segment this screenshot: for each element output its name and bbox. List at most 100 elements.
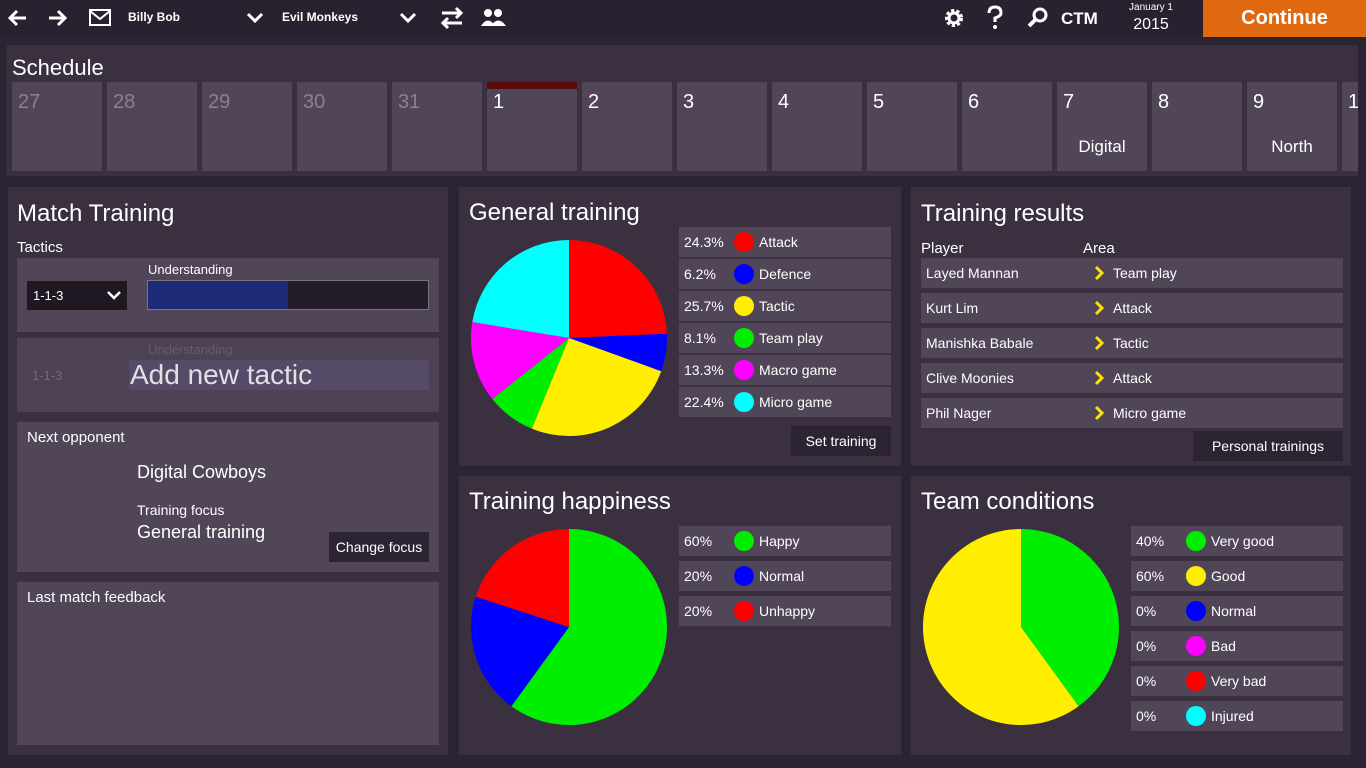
- new-understanding-label: Understanding: [148, 342, 233, 357]
- tactic-box: 1-1-3 Understanding: [17, 258, 439, 332]
- team-conditions-panel: Team conditions 40% Very good 60% Good 0% Nor…: [911, 476, 1351, 755]
- legend-row: 0% Very bad: [1131, 666, 1343, 696]
- legend-row: 6.2% Defence: [679, 259, 891, 289]
- team-name[interactable]: Evil Monkeys: [282, 10, 359, 24]
- legend-value: 22.4%: [684, 394, 724, 410]
- day-number: 29: [208, 91, 231, 113]
- mail-icon[interactable]: [89, 9, 113, 27]
- pie-slice: [531, 338, 662, 436]
- legend-value: 60%: [684, 533, 713, 549]
- legend-label: Macro game: [759, 362, 837, 378]
- legend-swatch: [734, 601, 754, 621]
- swap-icon[interactable]: [439, 5, 465, 31]
- legend-row: 0% Bad: [1131, 631, 1343, 661]
- pie-slice: [492, 338, 569, 429]
- pie-chart: [471, 529, 667, 725]
- ctm-button[interactable]: CTM: [1061, 9, 1098, 28]
- change-focus-button[interactable]: Change focus: [329, 532, 429, 562]
- legend-row: 20% Normal: [679, 561, 891, 591]
- legend-swatch: [734, 392, 754, 412]
- legend-label: Normal: [759, 568, 805, 584]
- personal-trainings-button[interactable]: Personal trainings: [1193, 431, 1343, 461]
- match-training-panel: Match Training Tactics 1-1-3 Understandi…: [8, 187, 448, 755]
- legend-row: 40% Very good: [1131, 526, 1343, 556]
- legend-swatch: [734, 360, 754, 380]
- legend-row: 13.3% Macro game: [679, 355, 891, 385]
- legend-value: 40%: [1136, 533, 1165, 549]
- training-happiness-title: Training happiness: [469, 488, 671, 515]
- day-number: 5: [873, 91, 885, 113]
- pie-chart: [922, 529, 1119, 725]
- understanding-fill: [148, 281, 288, 309]
- result-row: Manishka Babale Tactic: [921, 328, 1343, 358]
- dropdown-arrow: [107, 291, 121, 300]
- legend-label: Happy: [759, 533, 800, 549]
- opponent-name: Digital Cowboys: [137, 462, 267, 482]
- area-name: Team play: [1113, 265, 1177, 281]
- legend-label: Injured: [1211, 708, 1254, 724]
- people-icon[interactable]: [479, 6, 509, 30]
- legend-label: Good: [1211, 568, 1246, 584]
- legend-row: 25.7% Tactic: [679, 291, 891, 321]
- day-cell: 7 Digital: [1057, 82, 1147, 171]
- legend-swatch: [734, 264, 754, 284]
- date-year: 2015: [1133, 16, 1169, 33]
- day-cell: 9 North: [1247, 82, 1337, 171]
- chevron-icon: [1094, 405, 1105, 421]
- schedule-panel: Schedule 27 28 29 30 31 1 2 3 4 5 6 7 Digital 8 9 North…: [7, 45, 1358, 176]
- day-number: 1: [493, 91, 505, 113]
- user-name[interactable]: Billy Bob: [128, 10, 181, 24]
- chevron-icon: [1094, 265, 1105, 281]
- focus-value: General training: [137, 522, 266, 542]
- pie-slice: [569, 240, 667, 338]
- forward-icon[interactable]: [46, 7, 70, 29]
- tactic-value: 1-1-3: [33, 288, 64, 303]
- area-name: Tactic: [1113, 335, 1149, 351]
- legend-swatch: [734, 531, 754, 551]
- continue-button[interactable]: Continue: [1203, 0, 1366, 37]
- tactic-select[interactable]: 1-1-3: [27, 281, 127, 310]
- legend-row: 24.3% Attack: [679, 227, 891, 257]
- top-bar: Billy Bob Evil Monkeys CTM January 1 201…: [0, 0, 1366, 37]
- legend-row: 20% Unhappy: [679, 596, 891, 626]
- day-cell: 27: [12, 82, 102, 171]
- chevron-icon: [1094, 300, 1105, 316]
- next-opponent-box: Next opponent Digital Cowboys Training f…: [17, 422, 439, 572]
- chevron-icon: [1094, 370, 1105, 386]
- legend-swatch: [734, 232, 754, 252]
- set-training-button[interactable]: Set training: [791, 426, 891, 456]
- pie-slice: [475, 529, 569, 627]
- legend-value: 13.3%: [684, 362, 724, 378]
- day-cell: 8: [1152, 82, 1242, 171]
- user-dropdown[interactable]: [246, 10, 266, 26]
- day-cell: 1: [487, 82, 577, 171]
- pie-slice: [569, 333, 667, 372]
- next-opponent-label: Next opponent: [27, 429, 125, 446]
- legend-row: 8.1% Team play: [679, 323, 891, 353]
- understanding-label: Understanding: [148, 262, 233, 277]
- back-icon[interactable]: [6, 7, 30, 29]
- day-cell: 1: [1342, 82, 1358, 171]
- training-happiness-panel: Training happiness 60% Happy 20% Normal 20% U…: [459, 476, 901, 755]
- help-icon[interactable]: [985, 5, 1005, 31]
- day-number: 28: [113, 91, 136, 113]
- area-name: Micro game: [1113, 405, 1187, 421]
- legend-swatch: [734, 296, 754, 316]
- settings-icon[interactable]: [941, 5, 967, 31]
- legend-swatch: [734, 328, 754, 348]
- legend-label: Team play: [759, 330, 823, 346]
- day-number: 9: [1253, 91, 1265, 113]
- search-icon[interactable]: [1026, 6, 1050, 30]
- legend-label: Bad: [1211, 638, 1236, 654]
- legend-row: 60% Good: [1131, 561, 1343, 591]
- legend-value: 0%: [1136, 708, 1157, 724]
- day-cell: 5: [867, 82, 957, 171]
- team-dropdown[interactable]: [399, 10, 419, 26]
- add-tactic-button[interactable]: Add new tactic: [129, 360, 429, 390]
- day-cell: 2: [582, 82, 672, 171]
- player-name: Clive Moonies: [926, 370, 1014, 386]
- day-number: 7: [1063, 91, 1075, 113]
- day-cell: 30: [297, 82, 387, 171]
- legend-swatch: [1186, 636, 1206, 656]
